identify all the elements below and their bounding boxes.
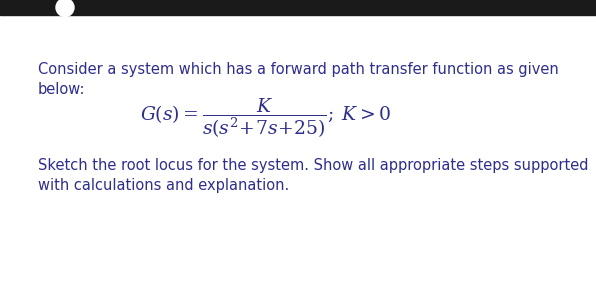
Text: Consider a system which has a forward path transfer function as given: Consider a system which has a forward pa…	[38, 62, 559, 77]
Text: $G(s) = \dfrac{K}{s(s^2\!+\!7s\!+\!25)};\; K > 0$: $G(s) = \dfrac{K}{s(s^2\!+\!7s\!+\!25)};…	[140, 96, 392, 140]
Text: Sketch the root locus for the system. Show all appropriate steps supported: Sketch the root locus for the system. Sh…	[38, 158, 588, 173]
Bar	[0, 0, 596, 15]
Text: with calculations and explanation.: with calculations and explanation.	[38, 178, 289, 193]
Text: below:: below:	[38, 82, 85, 97]
Circle shape	[56, 0, 74, 17]
